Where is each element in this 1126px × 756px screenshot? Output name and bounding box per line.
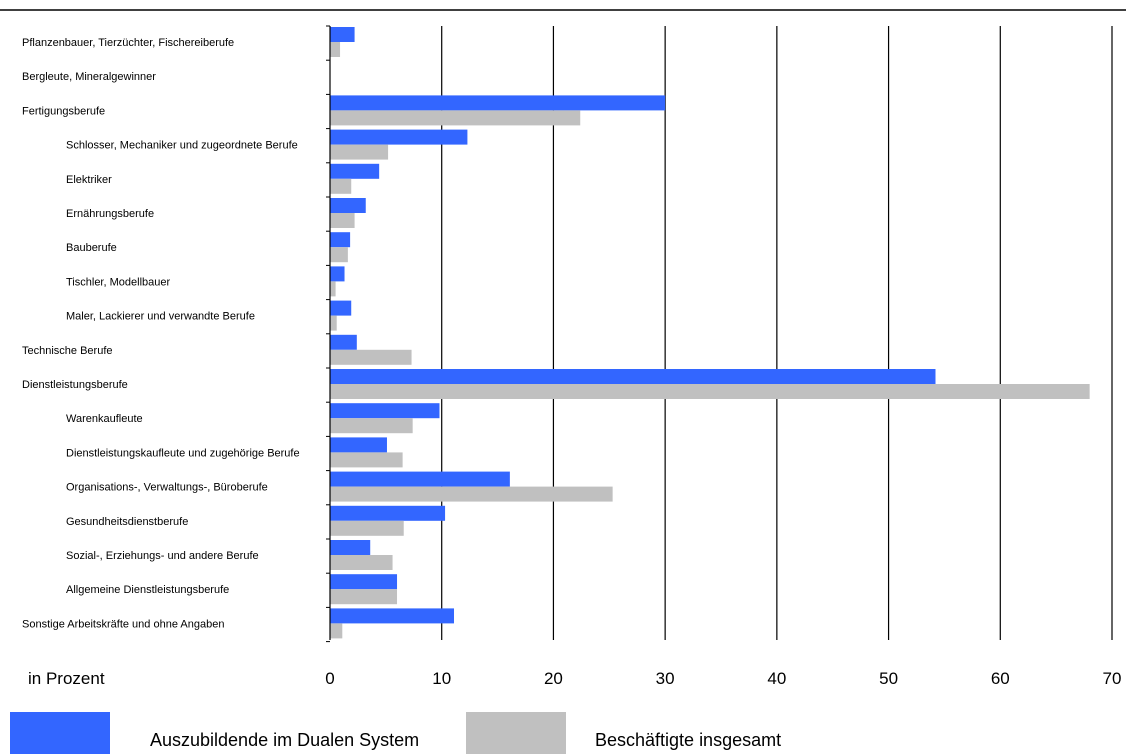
category-label: Fertigungsberufe [22, 105, 105, 117]
bar-auszubildende [330, 574, 398, 590]
x-tick-label: 0 [325, 669, 334, 688]
bar-auszubildende [330, 437, 387, 453]
bar-beschaeftigte [330, 247, 348, 263]
x-tick-label: 50 [879, 669, 898, 688]
bar-auszubildende [330, 129, 468, 145]
category-label: Warenkaufleute [66, 413, 143, 425]
bar-beschaeftigte [330, 384, 1090, 399]
category-label: Maler, Lackierer und verwandte Berufe [66, 311, 255, 323]
category-label: Pflanzenbauer, Tierzüchter, Fischereiber… [22, 37, 234, 49]
bar-auszubildende [330, 471, 510, 487]
bar-beschaeftigte [330, 555, 393, 570]
x-tick-label: 40 [767, 669, 786, 688]
bar-beschaeftigte [330, 452, 403, 468]
bar-auszubildende [330, 163, 380, 179]
x-tick-label: 20 [544, 669, 563, 688]
bar-beschaeftigte [330, 110, 581, 126]
category-label: Dienstleistungskaufleute und zugehörige … [66, 447, 300, 459]
bar-beschaeftigte [330, 589, 398, 605]
bar-auszubildende [330, 608, 455, 624]
bars [330, 27, 1090, 639]
bar-auszubildende [330, 403, 440, 419]
legend-swatch [10, 712, 110, 754]
bar-auszubildende [330, 198, 366, 213]
bar-beschaeftigte [330, 418, 413, 434]
legend-label: Beschäftigte insgesamt [595, 730, 781, 750]
bar-auszubildende [330, 300, 352, 316]
legend-swatch [466, 712, 566, 754]
bar-auszubildende [330, 95, 666, 111]
bar-auszubildende [330, 540, 371, 555]
bar-auszubildende [330, 334, 357, 350]
category-label: Bauberufe [66, 242, 117, 254]
bar-auszubildende [330, 505, 446, 521]
category-label: Bergleute, Mineralgewinner [22, 71, 156, 83]
bar-beschaeftigte [330, 315, 337, 331]
bar-beschaeftigte [330, 349, 412, 365]
unit-label: in Prozent [28, 669, 105, 688]
bar-auszubildende [330, 232, 351, 248]
bar-beschaeftigte [330, 520, 404, 536]
x-axis-tick-labels: 0 10 20 30 40 50 60 70 [325, 669, 1121, 688]
bar-auszubildende [330, 27, 355, 42]
category-label: Technische Berufe [22, 345, 113, 357]
category-label: Schlosser, Mechaniker und zugeordnete Be… [66, 140, 298, 152]
x-tick-label: 10 [432, 669, 451, 688]
bar-beschaeftigte [330, 281, 336, 297]
bar-beschaeftigte [330, 42, 341, 57]
bar-beschaeftigte [330, 178, 352, 194]
category-label: Elektriker [66, 174, 112, 186]
category-label: Sonstige Arbeitskräfte und ohne Angaben [22, 618, 224, 630]
category-label: Gesundheitsdienstberufe [66, 516, 188, 528]
bar-beschaeftigte [330, 486, 613, 502]
category-label: Organisations-, Verwaltungs-, Büroberufe [66, 482, 268, 494]
bar-beschaeftigte [330, 144, 389, 160]
category-label: Dienstleistungsberufe [22, 379, 128, 391]
legend: Auszubildende im Dualen System Beschäftig… [10, 712, 781, 754]
x-tick-label: 30 [656, 669, 675, 688]
bar-auszubildende [330, 369, 936, 384]
y-axis-ticks [326, 25, 330, 643]
category-label: Tischler, Modellbauer [66, 276, 170, 288]
x-tick-label: 70 [1103, 669, 1122, 688]
bar-beschaeftigte [330, 623, 343, 639]
bar-beschaeftigte [330, 213, 355, 228]
category-label: Allgemeine Dienstleistungsberufe [66, 584, 229, 596]
category-label: Ernährungsberufe [66, 208, 154, 220]
legend-label: Auszubildende im Dualen System [150, 730, 419, 750]
x-tick-label: 60 [991, 669, 1010, 688]
category-label: Sozial-, Erziehungs- und andere Berufe [66, 550, 259, 562]
bar-auszubildende [330, 266, 345, 282]
category-labels: Pflanzenbauer, Tierzüchter, Fischereiber… [22, 37, 300, 630]
gridlines [441, 26, 1113, 640]
